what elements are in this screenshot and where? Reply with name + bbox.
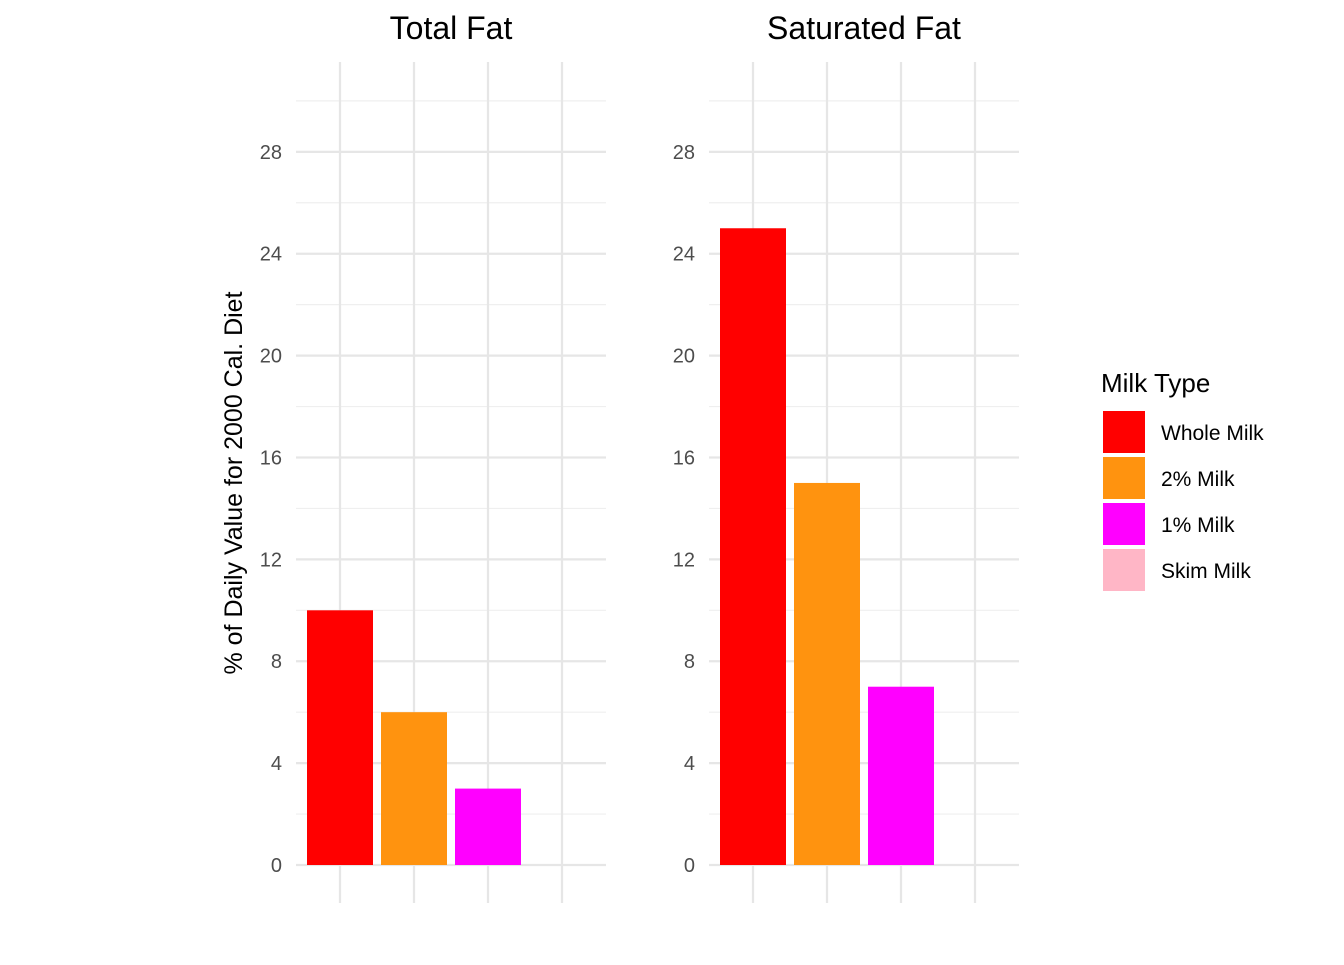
y-tick-label: 20 — [260, 346, 282, 368]
y-tick-label: 4 — [271, 753, 282, 775]
legend-key — [1103, 457, 1145, 499]
legend-title: Milk Type — [1101, 368, 1210, 398]
legend-key — [1103, 503, 1145, 545]
legend-label: Skim Milk — [1161, 560, 1251, 583]
y-tick-label: 28 — [260, 142, 282, 164]
y-tick-label: 0 — [684, 855, 695, 877]
facet-title: Saturated Fat — [767, 10, 961, 46]
legend-label: 2% Milk — [1161, 468, 1235, 491]
bar-2-milk — [794, 482, 860, 865]
legend-key — [1103, 549, 1145, 591]
y-tick-label: 4 — [684, 753, 695, 775]
bar-whole-milk — [307, 610, 373, 865]
y-tick-label: 8 — [271, 651, 282, 673]
y-tick-label: 28 — [673, 142, 695, 164]
y-tick-label: 12 — [260, 549, 282, 571]
facets-layer: 0 4 8 12 16 20 24 28 Total Fat 0 4 8 12 16 20 24 28 Satur… — [260, 10, 1019, 903]
y-tick-label: 24 — [673, 244, 695, 266]
y-axis-title: % of Daily Value for 2000 Cal. Diet — [220, 291, 248, 674]
y-tick-label: 20 — [673, 346, 695, 368]
bar-1-milk — [868, 686, 934, 865]
legend-key — [1103, 411, 1145, 453]
y-tick-label: 24 — [260, 244, 282, 266]
legend: Milk Type Whole Milk 2% Milk 1% Milk Skim M… — [1101, 368, 1264, 591]
y-tick-label: 16 — [260, 447, 282, 469]
y-tick-label: 8 — [684, 651, 695, 673]
bar-2-milk — [381, 712, 447, 865]
legend-label: 1% Milk — [1161, 514, 1235, 537]
y-tick-label: 0 — [271, 855, 282, 877]
bar-1-milk — [455, 788, 521, 865]
bar-whole-milk — [720, 228, 786, 865]
legend-label: Whole Milk — [1161, 422, 1264, 445]
facet-title: Total Fat — [390, 10, 513, 46]
y-tick-label: 12 — [673, 549, 695, 571]
facet-panel: 0 4 8 12 16 20 24 28 Total Fat — [260, 10, 606, 903]
facet-panel: 0 4 8 12 16 20 24 28 Saturated Fat — [673, 10, 1019, 903]
y-tick-label: 16 — [673, 447, 695, 469]
